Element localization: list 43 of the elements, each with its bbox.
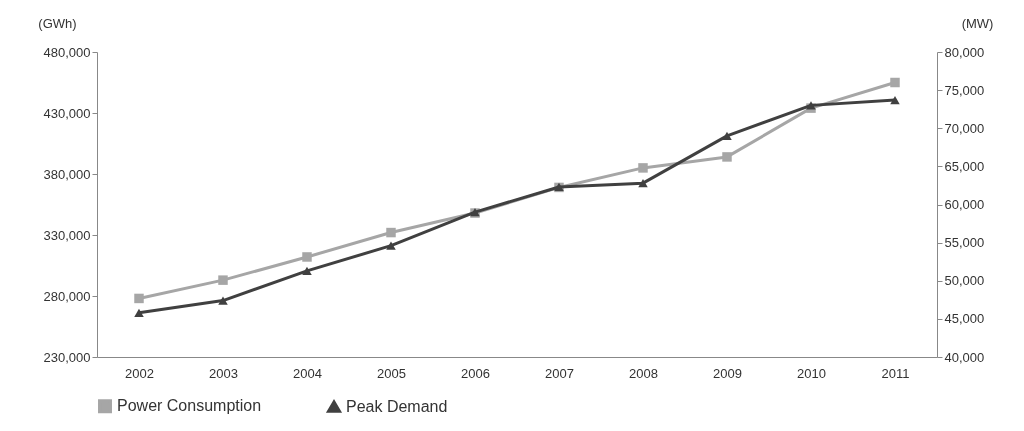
x-tick-label: 2005 — [377, 365, 406, 381]
x-tick-label: 2008 — [629, 365, 658, 381]
y2-tick-label: 40,000 — [944, 349, 985, 365]
y2-tick-label: 70,000 — [944, 120, 985, 136]
point — [638, 179, 648, 188]
y2-axis-title: (MW) — [961, 15, 994, 31]
y-tick-label: 230,000 — [43, 349, 91, 365]
x-tick-label: 2009 — [713, 365, 742, 381]
y2-tick-label: 65,000 — [944, 158, 985, 174]
point — [386, 241, 396, 250]
point — [890, 77, 900, 88]
y2-tick-label: 75,000 — [944, 82, 985, 98]
point — [386, 227, 396, 238]
y2-tick-label: 55,000 — [944, 235, 985, 251]
x-tick-label: 2006 — [461, 365, 490, 381]
y-tick-label: 380,000 — [43, 166, 91, 182]
x-tick-label: 2010 — [797, 365, 826, 381]
legend-label: Power Consumption — [117, 397, 262, 415]
point — [722, 152, 732, 162]
y-tick-label: 430,000 — [43, 105, 91, 121]
point — [134, 293, 144, 304]
x-tick-label: 2007 — [545, 365, 574, 381]
point — [218, 275, 228, 285]
y2-tick-label: 60,000 — [944, 197, 985, 212]
point — [134, 308, 144, 317]
x-tick-label: 2004 — [293, 365, 322, 381]
x-tick-label: 2002 — [125, 365, 154, 381]
point — [302, 266, 312, 275]
x-tick-label: 2011 — [881, 365, 910, 381]
x-tick-label: 2003 — [209, 365, 238, 381]
y-tick-label: 280,000 — [43, 288, 91, 304]
point — [638, 163, 648, 173]
point — [722, 131, 732, 140]
point — [302, 252, 312, 262]
point — [218, 296, 228, 305]
y2-tick-label: 45,000 — [944, 311, 985, 327]
legend-label: Peak Demand — [346, 397, 448, 415]
y-tick-label: 480,000 — [43, 44, 91, 60]
point — [890, 95, 900, 105]
y-tick-label: 330,000 — [43, 227, 91, 243]
y2-tick-label: 50,000 — [944, 273, 985, 289]
y-axis-title: (GWh) — [38, 15, 77, 31]
y2-tick-label: 80,000 — [944, 44, 985, 60]
